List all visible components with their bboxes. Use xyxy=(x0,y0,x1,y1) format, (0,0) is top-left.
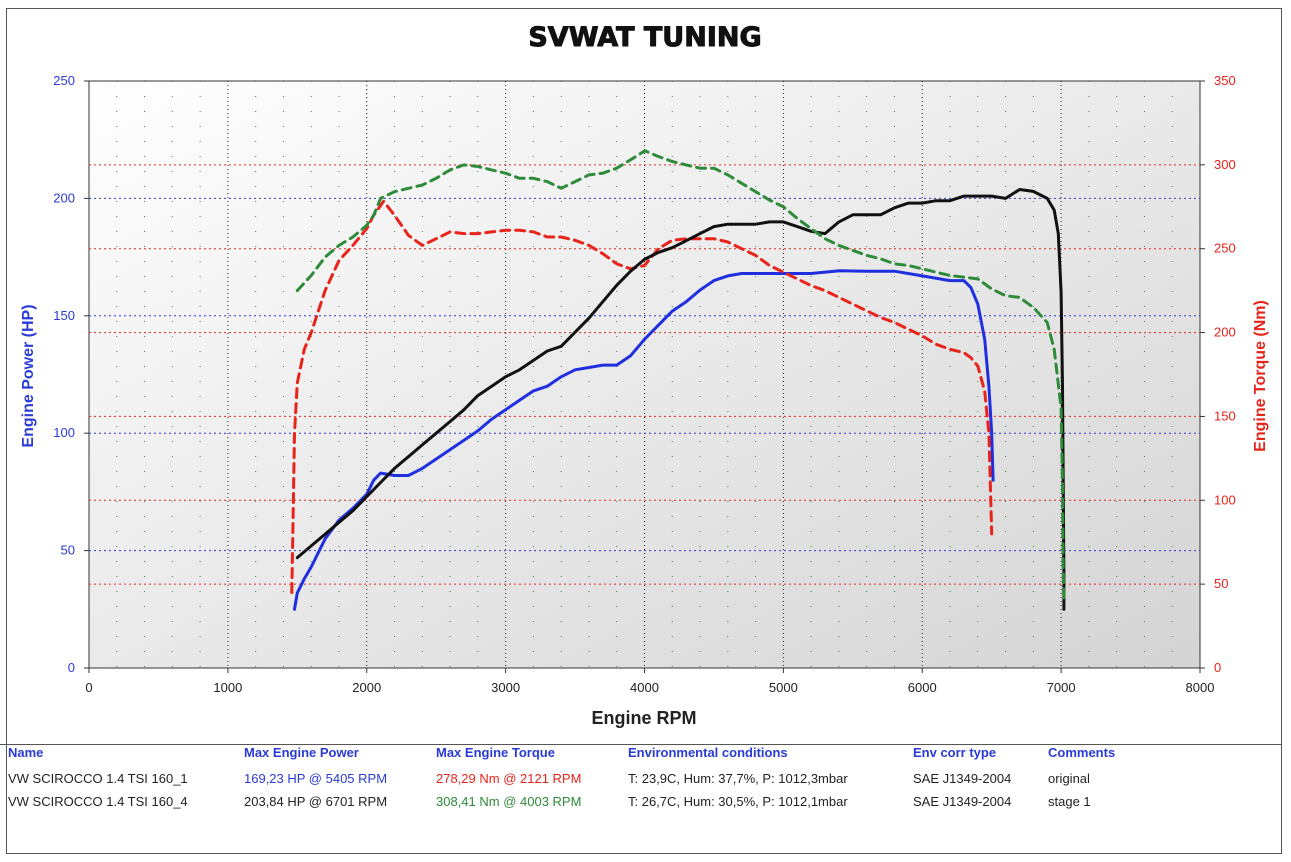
row-corr: SAE J1349-2004 xyxy=(913,771,1012,786)
y-left-tick-label: 150 xyxy=(53,308,75,323)
results-header-row: Name Max Engine Power Max Engine Torque … xyxy=(0,745,1281,765)
series-layer xyxy=(290,149,1066,611)
row-env: T: 26,7C, Hum: 30,5%, P: 1012,1mbar xyxy=(628,794,848,809)
row-comment: original xyxy=(1048,771,1090,786)
series-line-power xyxy=(293,269,995,611)
header-env-corr-type: Env corr type xyxy=(913,745,997,760)
row-name: VW SCIROCCO 1.4 TSI 160_1 xyxy=(8,771,188,786)
x-tick-label: 3000 xyxy=(491,680,520,695)
y-right-tick-label: 100 xyxy=(1214,492,1236,507)
x-tick-label: 8000 xyxy=(1186,680,1215,695)
y-left-tick-label: 250 xyxy=(53,73,75,88)
x-tick-label: 7000 xyxy=(1047,680,1076,695)
x-axis-label: Engine RPM xyxy=(591,708,696,728)
series-line-power xyxy=(295,188,1066,611)
y-axis-right-label: Engine Torque (Nm) xyxy=(1252,300,1269,452)
y-right-tick-label: 0 xyxy=(1214,660,1221,675)
chart-title: SVWAT TUNING xyxy=(528,22,761,53)
header-name: Name xyxy=(8,745,44,760)
header-max-torque: Max Engine Torque xyxy=(436,745,555,760)
y-right-tick-label: 300 xyxy=(1214,157,1236,172)
x-tick-label: 6000 xyxy=(908,680,937,695)
plot-area xyxy=(88,80,1201,669)
row-env: T: 23,9C, Hum: 37,7%, P: 1012,3mbar xyxy=(628,771,848,786)
y-right-tick-label: 250 xyxy=(1214,241,1236,256)
y-axis-left-label: Engine Power (HP) xyxy=(20,304,37,447)
y-right-tick-label: 350 xyxy=(1214,73,1236,88)
y-left-tick-label: 100 xyxy=(53,425,75,440)
x-tick-label: 2000 xyxy=(352,680,381,695)
x-tick-label: 4000 xyxy=(630,680,659,695)
y-left-tick-label: 50 xyxy=(61,543,75,558)
row-comment: stage 1 xyxy=(1048,794,1091,809)
row-max-torque: 278,29 Nm @ 2121 RPM xyxy=(436,771,582,786)
results-table: Name Max Engine Power Max Engine Torque … xyxy=(0,744,1281,857)
x-tick-label: 5000 xyxy=(769,680,798,695)
series-line-torque xyxy=(290,199,994,594)
dyno-chart: SVWAT TUNING 0 1000 2000 3000 4000 5000 6000 70… xyxy=(20,22,1269,729)
results-row: VW SCIROCCO 1.4 TSI 160_4 203,84 HP @ 67… xyxy=(0,794,1281,814)
header-comments: Comments xyxy=(1048,745,1116,760)
results-row: VW SCIROCCO 1.4 TSI 160_1 169,23 HP @ 54… xyxy=(0,771,1281,791)
header-max-power: Max Engine Power xyxy=(244,745,359,760)
x-tick-label: 1000 xyxy=(213,680,242,695)
row-max-power: 203,84 HP @ 6701 RPM xyxy=(244,794,388,809)
row-max-torque: 308,41 Nm @ 4003 RPM xyxy=(436,794,582,809)
y-left-tick-label: 0 xyxy=(68,660,75,675)
grid-layer xyxy=(89,81,1200,668)
y-right-tick-label: 200 xyxy=(1214,325,1236,340)
row-name: VW SCIROCCO 1.4 TSI 160_4 xyxy=(8,794,188,809)
x-tick-label: 0 xyxy=(85,680,92,695)
axis-layer: 0 1000 2000 3000 4000 5000 6000 7000 80000501001… xyxy=(53,73,1235,695)
y-left-tick-label: 200 xyxy=(53,190,75,205)
y-right-tick-label: 50 xyxy=(1214,576,1228,591)
series-line-torque xyxy=(295,149,1066,603)
row-corr: SAE J1349-2004 xyxy=(913,794,1012,809)
row-max-power: 169,23 HP @ 5405 RPM xyxy=(244,771,388,786)
header-env-conditions: Environmental conditions xyxy=(628,745,788,760)
y-right-tick-label: 150 xyxy=(1214,408,1236,423)
